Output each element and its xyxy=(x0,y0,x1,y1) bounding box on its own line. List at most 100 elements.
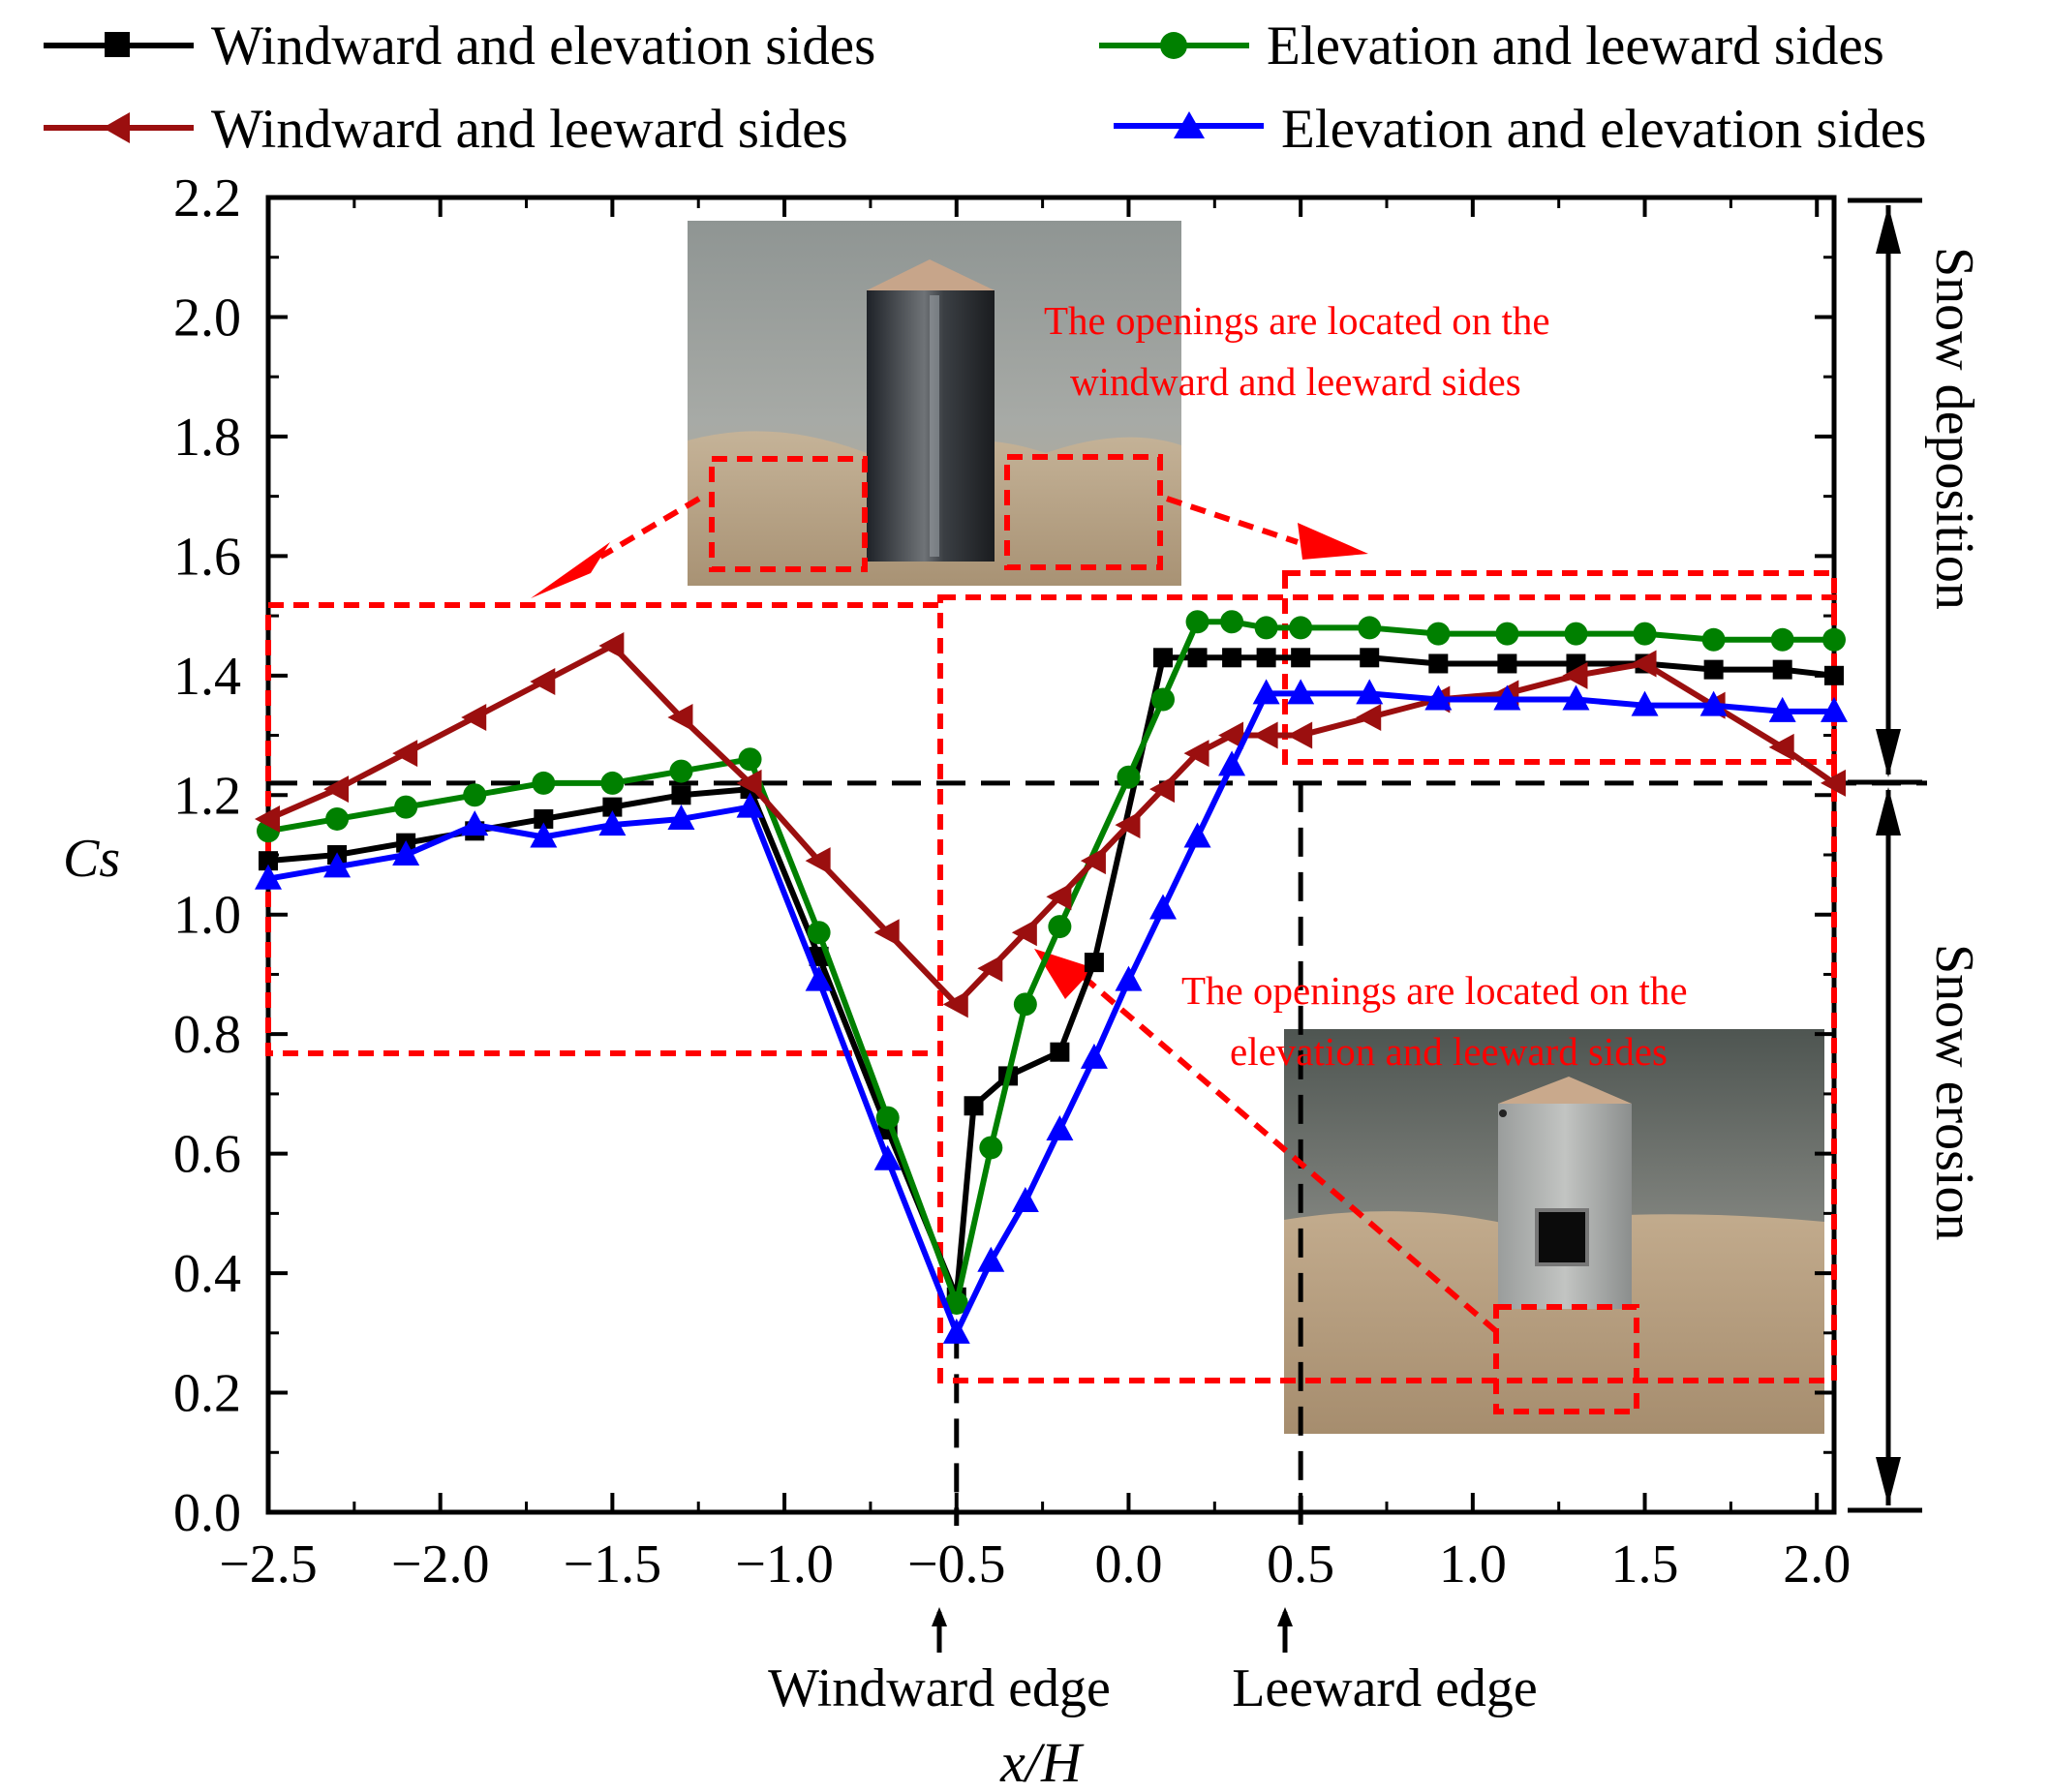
data-point xyxy=(1356,704,1382,732)
y-axis-label-text: Cs xyxy=(63,829,120,889)
series-3 xyxy=(255,679,1848,1344)
data-point xyxy=(1117,765,1141,789)
data-point xyxy=(1564,622,1588,646)
data-point xyxy=(667,804,695,830)
data-point xyxy=(964,1096,984,1116)
snow-deposition-label: Snow deposition xyxy=(1924,247,1984,610)
data-point xyxy=(1080,1043,1108,1069)
data-point xyxy=(600,771,625,795)
data-point xyxy=(323,852,352,878)
x-tick-label: −0.5 xyxy=(907,1534,1006,1595)
legend-label-windward-elevation: Windward and elevation sides xyxy=(211,15,875,76)
data-point xyxy=(977,955,1003,983)
y-tick-label: 2.2 xyxy=(173,168,241,228)
y-tick-label: 1.4 xyxy=(173,647,241,707)
data-point xyxy=(1289,616,1313,640)
legend-entry-windward-elevation: Windward and elevation sides xyxy=(44,15,875,76)
x-tick-label: −2.0 xyxy=(391,1534,490,1595)
arrow-head-left xyxy=(531,542,610,598)
data-point xyxy=(602,797,623,817)
data-point xyxy=(1633,622,1657,646)
arrow-line-left xyxy=(598,496,701,560)
data-point xyxy=(1821,696,1848,722)
data-point xyxy=(736,792,764,818)
data-point xyxy=(1115,811,1141,839)
photo-bottom-box xyxy=(1493,1304,1639,1414)
data-point xyxy=(1256,648,1276,668)
data-point xyxy=(944,1291,968,1315)
data-point xyxy=(530,822,558,848)
data-point xyxy=(1254,616,1278,640)
data-point xyxy=(1218,750,1246,776)
legend-label-elevation-leeward: Elevation and leeward sides xyxy=(1267,15,1884,76)
data-point xyxy=(873,919,900,947)
data-point xyxy=(1428,653,1449,674)
data-point xyxy=(669,759,693,783)
legend-label-elevation-elevation: Elevation and elevation sides xyxy=(1281,99,1926,160)
data-point xyxy=(323,775,350,804)
legend-label-windward-leeward: Windward and leeward sides xyxy=(211,99,848,160)
data-point xyxy=(325,806,350,831)
data-point xyxy=(1153,648,1173,668)
data-point xyxy=(1011,919,1037,947)
note-top-line1: The openings are located on the xyxy=(1044,298,1550,343)
data-point xyxy=(1050,1042,1070,1062)
data-point xyxy=(1185,610,1209,634)
data-point xyxy=(1080,847,1106,875)
data-point xyxy=(1183,822,1211,848)
data-point xyxy=(873,1144,902,1170)
data-point xyxy=(875,1106,900,1130)
x-tick-label: 0.5 xyxy=(1267,1534,1334,1595)
data-point xyxy=(1562,684,1590,711)
legend: Windward and elevation sides Elevation a… xyxy=(44,15,1926,160)
data-point xyxy=(534,808,554,829)
x-tick-label: −1.5 xyxy=(564,1534,662,1595)
series-layer xyxy=(255,610,1848,1344)
data-point xyxy=(1218,721,1244,749)
data-point xyxy=(1821,769,1846,797)
data-point xyxy=(1562,661,1588,689)
snow-erosion-label: Snow erosion xyxy=(1924,944,1984,1240)
arrow-head-right xyxy=(1298,523,1368,560)
arrow-head-bottom xyxy=(1034,949,1094,999)
region-indicator: Snow deposition Snow erosion xyxy=(1848,197,1984,1513)
y-axis-label: Cs xyxy=(63,829,120,889)
photo-bottom-inset xyxy=(1284,1029,1824,1434)
data-point xyxy=(1252,679,1280,705)
data-point xyxy=(1151,687,1175,712)
x-tick-label: 1.0 xyxy=(1439,1534,1507,1595)
x-tick-label: 0.0 xyxy=(1094,1534,1162,1595)
legend-entry-elevation-leeward: Elevation and leeward sides xyxy=(1099,15,1884,76)
y-tick-label: 2.0 xyxy=(173,288,241,348)
photo-top-box-left xyxy=(709,456,868,572)
data-point xyxy=(1222,648,1242,668)
leeward-edge-label: Leeward edge xyxy=(1232,1658,1538,1718)
data-point xyxy=(1046,1114,1074,1140)
data-point xyxy=(461,810,489,836)
data-point xyxy=(805,965,833,991)
series-1 xyxy=(257,610,1846,1315)
data-point xyxy=(1046,883,1072,911)
data-point xyxy=(394,795,418,819)
data-point xyxy=(1358,616,1382,640)
data-point xyxy=(1149,894,1177,920)
note-bottom-line2: elevation and leeward sides xyxy=(1230,1029,1668,1074)
arrow-line-right xyxy=(1166,496,1299,545)
data-point xyxy=(1770,627,1794,652)
data-point xyxy=(1360,648,1380,668)
data-point xyxy=(532,771,556,795)
note-top-line2: windward and leeward sides xyxy=(1070,359,1521,404)
data-point xyxy=(1048,915,1072,939)
data-point xyxy=(1287,721,1313,749)
data-point xyxy=(667,704,693,732)
data-point xyxy=(1356,679,1384,705)
data-point xyxy=(255,864,282,890)
data-point xyxy=(942,1318,970,1344)
data-point xyxy=(1252,721,1278,749)
data-point xyxy=(671,785,691,805)
data-point xyxy=(259,851,278,871)
data-point xyxy=(1287,679,1315,705)
data-point xyxy=(1497,653,1517,674)
highlight-middle xyxy=(937,594,1837,1383)
